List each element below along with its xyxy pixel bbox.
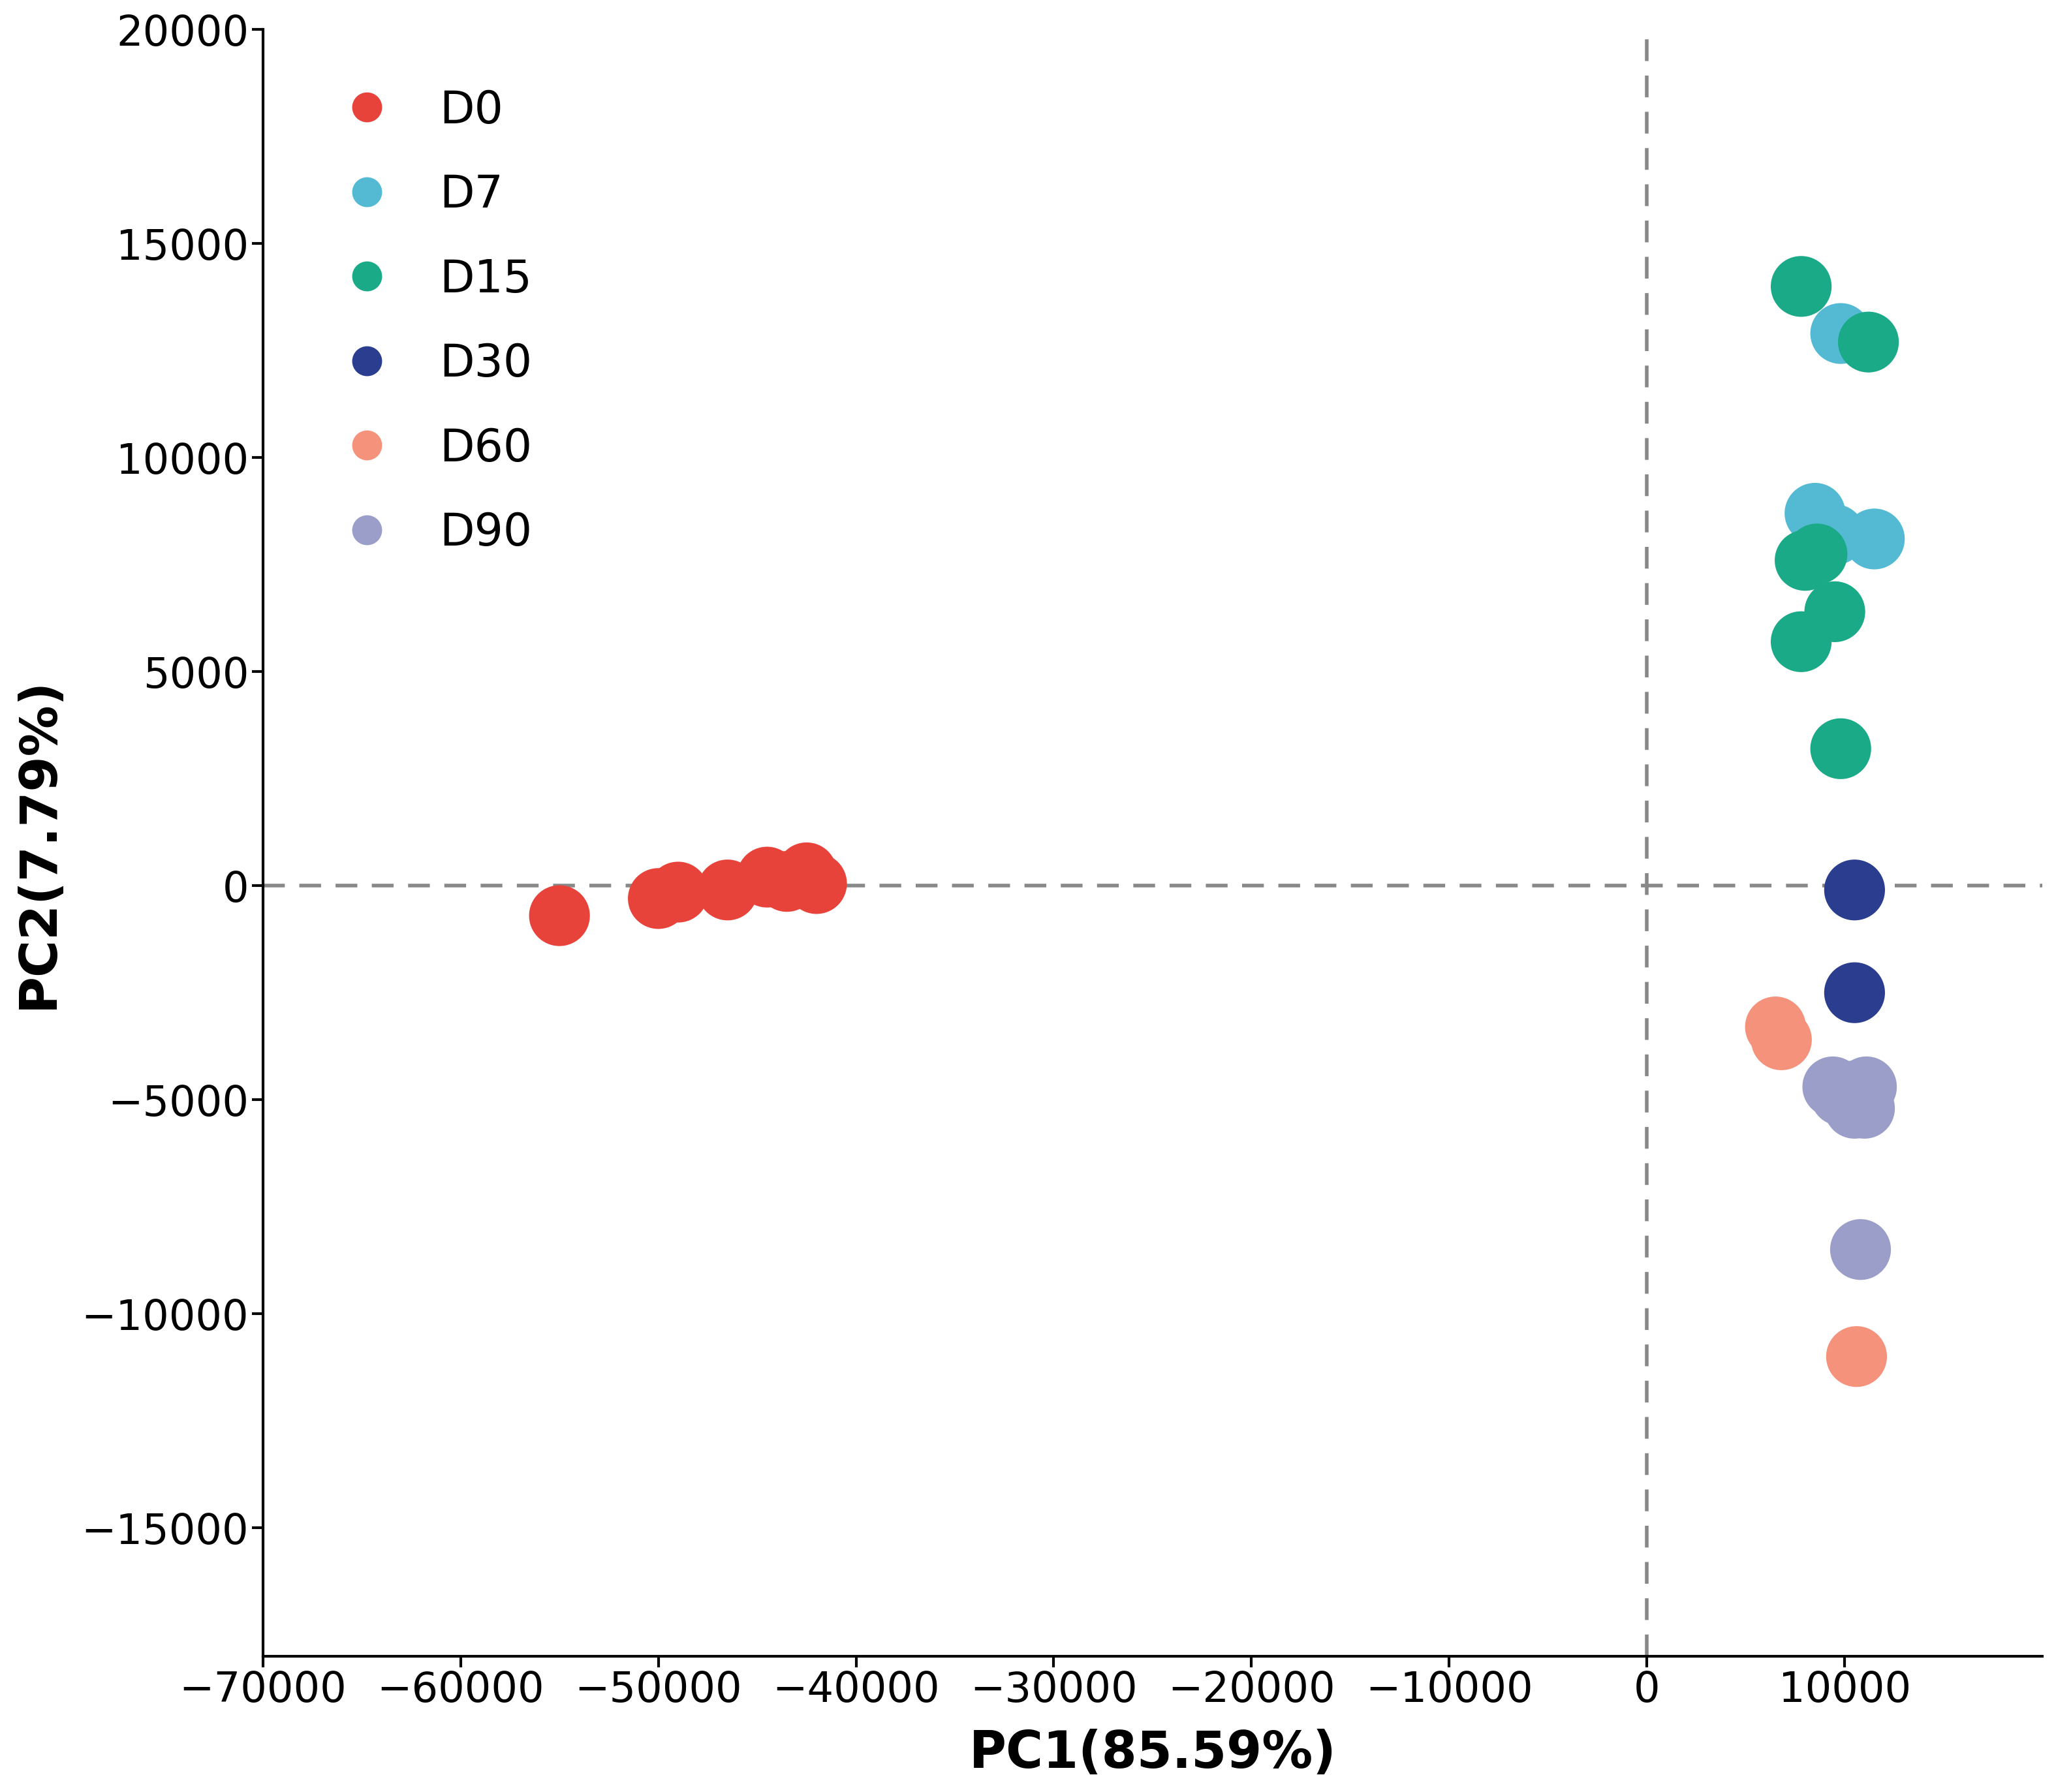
D90	[1836, 1077, 1869, 1106]
D90	[1850, 1073, 1883, 1102]
D30	[1838, 876, 1871, 905]
D15	[1801, 539, 1834, 568]
D7	[1799, 498, 1832, 527]
D90	[1815, 1073, 1848, 1102]
D15	[1785, 272, 1818, 301]
D15	[1789, 547, 1822, 575]
D60	[1764, 1025, 1797, 1054]
D0	[771, 867, 804, 896]
Y-axis label: PC2(7.79%): PC2(7.79%)	[14, 677, 64, 1009]
Legend: D0, D7, D15, D30, D60, D90: D0, D7, D15, D30, D60, D90	[298, 66, 555, 577]
D0	[543, 901, 576, 930]
D60	[1844, 1090, 1877, 1118]
D7	[1859, 525, 1892, 554]
D15	[1852, 328, 1885, 357]
D30	[1838, 978, 1871, 1007]
D0	[641, 883, 674, 912]
D90	[1848, 1093, 1881, 1122]
D90	[1824, 1081, 1857, 1109]
D60	[1840, 1342, 1873, 1371]
D0	[662, 878, 695, 907]
D7	[1824, 319, 1857, 348]
X-axis label: PC1(85.59%): PC1(85.59%)	[968, 1729, 1336, 1778]
D0	[800, 869, 833, 898]
D15	[1785, 627, 1818, 656]
D60	[1760, 1012, 1793, 1041]
D0	[711, 876, 744, 905]
D0	[790, 858, 822, 887]
D90	[1838, 1093, 1871, 1122]
D15	[1824, 735, 1857, 763]
D0	[750, 862, 783, 891]
D7	[1818, 520, 1850, 548]
D90	[1844, 1235, 1877, 1263]
D15	[1818, 597, 1850, 625]
